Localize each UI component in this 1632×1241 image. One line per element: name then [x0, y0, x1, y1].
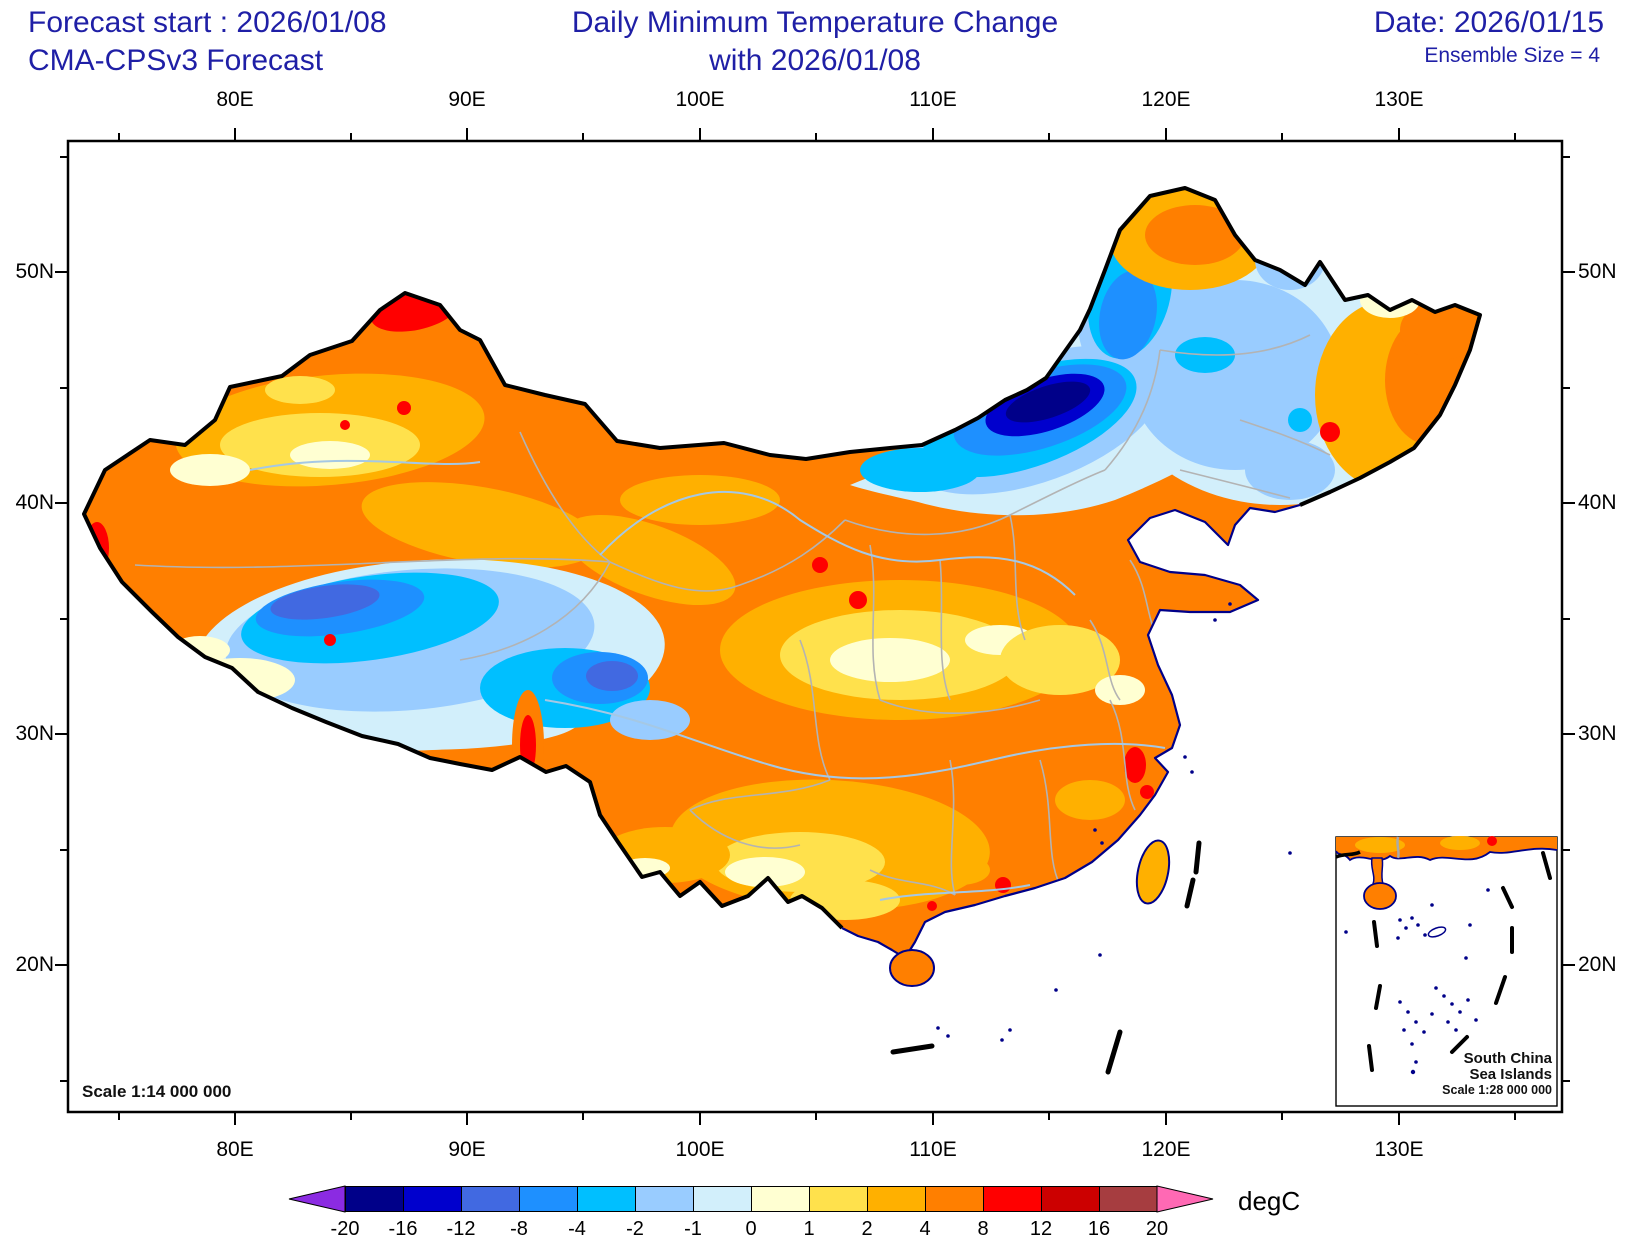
colorbar-tick-label: 20: [1145, 1218, 1169, 1240]
inset-hainan: [1363, 882, 1397, 910]
lat-label-left: 50N: [15, 260, 54, 283]
lon-label-bottom: 80E: [216, 1138, 254, 1161]
lat-label-left: 40N: [15, 491, 54, 514]
coastline: [841, 503, 1301, 960]
colorbar-segment: [519, 1186, 578, 1212]
lon-label-bottom: 110E: [909, 1138, 957, 1161]
lon-label-top: 100E: [675, 88, 725, 111]
colorbar-segment: [577, 1186, 636, 1212]
rivers: [249, 459, 1166, 901]
colorbar-segment: [693, 1186, 752, 1212]
colorbar-segment: [1041, 1186, 1100, 1212]
lon-label-bottom: 90E: [448, 1138, 486, 1161]
colorbar-tick-label: 8: [977, 1218, 989, 1240]
colorbar-tick-label: -1: [684, 1218, 702, 1240]
colorbar-segment: [461, 1186, 520, 1212]
inset-label-line2: Sea Islands: [1469, 1066, 1552, 1083]
lat-label-right: 50N: [1578, 260, 1617, 283]
header-title-line2: with 2026/01/08: [709, 44, 921, 77]
lat-label-left: 20N: [15, 953, 54, 976]
inset-dots: [1344, 888, 1490, 1075]
colorbar-segment: [345, 1186, 404, 1212]
lon-label-top: 130E: [1374, 88, 1424, 111]
lon-label-top: 110E: [909, 88, 957, 111]
hainan-island: [889, 949, 935, 987]
country-border: [82, 186, 1482, 930]
colorbar-segment: [635, 1186, 694, 1212]
colorbar-segment: [809, 1186, 868, 1212]
lon-label-bottom: 100E: [675, 1138, 725, 1161]
header-date: Date: 2026/01/15: [1373, 6, 1604, 39]
colorbar-tick-label: 2: [861, 1218, 873, 1240]
lon-label-top: 80E: [216, 88, 254, 111]
inset-dashes: [1367, 851, 1552, 1072]
lon-label-top: 90E: [448, 88, 486, 111]
colorbar-segment: [925, 1186, 984, 1212]
lon-label-top: 120E: [1141, 88, 1191, 111]
lon-label-bottom: 130E: [1374, 1138, 1424, 1161]
nine-dash-line: [890, 840, 1202, 1075]
header-model: CMA-CPSv3 Forecast: [28, 44, 324, 77]
colorbar-tick-label: 12: [1029, 1218, 1053, 1240]
colorbar-tick-label: -20: [330, 1218, 360, 1240]
colorbar-segment: [867, 1186, 926, 1212]
colorbar-tick-label: -2: [626, 1218, 644, 1240]
colorbar-unit-label: degC: [1238, 1186, 1301, 1216]
colorbar-segment: [983, 1186, 1042, 1212]
header-forecast-start: Forecast start : 2026/01/08: [28, 6, 387, 39]
colorbar-tick-label: 4: [919, 1218, 931, 1240]
colorbar-segment: [751, 1186, 810, 1212]
colorbar-segment: [403, 1186, 462, 1212]
colorbar-tick-label: -4: [568, 1218, 586, 1240]
sea-islands-dots: [936, 602, 1292, 1042]
province-borders: [134, 334, 1331, 896]
colorbar-tick-label: 0: [745, 1218, 757, 1240]
colorbar-tick-label: -12: [446, 1218, 476, 1240]
inset-label-line3: Scale 1:28 000 000: [1442, 1083, 1552, 1097]
map-scale-label: Scale 1:14 000 000: [82, 1082, 231, 1101]
inset-label-line1: South China: [1464, 1050, 1553, 1067]
header-title-line1: Daily Minimum Temperature Change: [571, 6, 1059, 39]
colorbar-tick-label: 16: [1087, 1218, 1111, 1240]
temperature-field: [85, 190, 1480, 920]
lat-label-left: 30N: [15, 722, 54, 745]
colorbar-segment: [1099, 1186, 1158, 1212]
lat-label-right: 20N: [1578, 953, 1617, 976]
colorbar-tick-label: -16: [388, 1218, 418, 1240]
taiwan-island: [1135, 839, 1171, 905]
lon-label-bottom: 120E: [1141, 1138, 1191, 1161]
lat-label-right: 40N: [1578, 491, 1617, 514]
colorbar-tick-label: -8: [510, 1218, 528, 1240]
lat-label-right: 30N: [1578, 722, 1617, 745]
header-ensemble: Ensemble Size = 4: [1424, 44, 1600, 67]
axis-ticks: [55, 128, 1575, 1125]
inset-box: South China Sea Islands Scale 1:28 000 0…: [1335, 836, 1558, 1107]
colorbar-tick-label: 1: [803, 1218, 815, 1240]
